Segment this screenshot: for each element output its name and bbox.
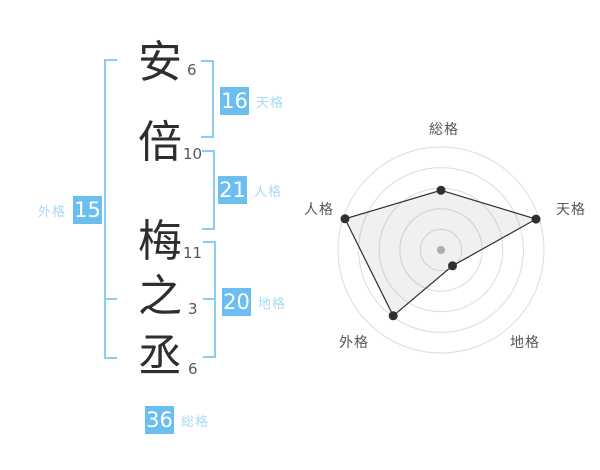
jinkaku-badge: 21 人格 — [218, 176, 282, 204]
radar-data-point-人格 — [340, 214, 350, 224]
tenkaku-label: 天格 — [256, 95, 285, 111]
soukaku-label: 総格 — [181, 414, 210, 430]
radar-axis-label-soukaku: 総格 — [429, 122, 459, 138]
radar-axis-label-chikaku: 地格 — [510, 335, 540, 351]
tenkaku-badge: 16 天格 — [220, 87, 284, 115]
radar-center-dot — [437, 246, 445, 254]
stroke-count-2: 10 — [183, 145, 203, 163]
radar-ring-2 — [399, 208, 483, 292]
radar-axis-label-jinkaku: 人格 — [304, 202, 334, 218]
radar-data-point-総格 — [436, 185, 446, 195]
stroke-count-4: 3 — [188, 300, 198, 318]
name-character-5: 丞 — [138, 331, 182, 382]
gaikaku-badge: 外格 15 — [38, 196, 103, 224]
name-character-3: 梅 — [138, 216, 182, 267]
radar-ring-5 — [337, 146, 545, 354]
radar-data-point-外格 — [388, 311, 398, 321]
tenkaku-value: 16 — [220, 87, 249, 115]
name-character-4: 之 — [138, 271, 182, 322]
name-character-1: 安 — [138, 37, 182, 88]
chikaku-badge: 20 地格 — [222, 288, 286, 316]
soukaku-value: 36 — [145, 406, 174, 434]
radar-axis-label-tenkaku: 天格 — [556, 202, 586, 218]
stroke-count-5: 6 — [188, 360, 198, 378]
radar-ring-4 — [358, 167, 524, 333]
chikaku-label: 地格 — [258, 296, 287, 312]
jinkaku-label: 人格 — [254, 184, 283, 200]
gaikaku-label: 外格 — [38, 204, 67, 220]
radar-data-point-地格 — [448, 261, 457, 271]
name-character-2: 倍 — [138, 117, 182, 168]
radar-data-point-天格 — [531, 214, 541, 224]
jinkaku-value: 21 — [218, 176, 247, 204]
radar-axis-label-gaikaku: 外格 — [339, 335, 369, 351]
radar-data-polygon — [344, 189, 538, 317]
stroke-count-1: 6 — [187, 61, 197, 79]
radar-ring-1 — [419, 228, 463, 272]
gaikaku-value: 15 — [73, 196, 103, 224]
soukaku-badge: 36 総格 — [145, 406, 209, 434]
radar-chart — [337, 146, 545, 354]
stroke-count-3: 11 — [183, 244, 203, 262]
chikaku-value: 20 — [222, 288, 251, 316]
